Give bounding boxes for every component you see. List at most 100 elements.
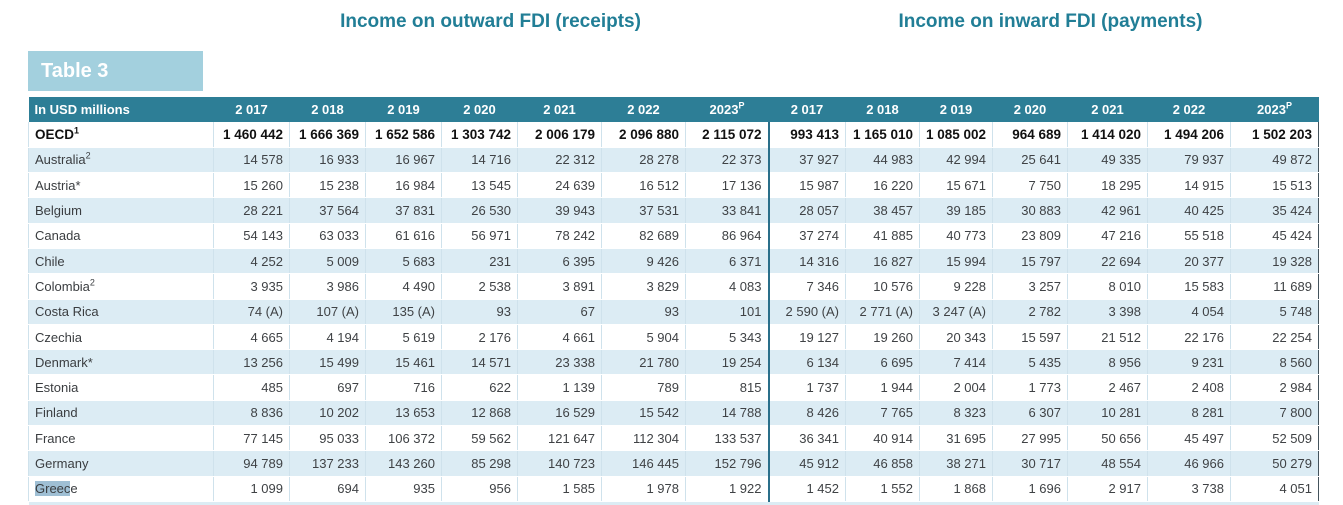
value-cell-outward[interactable]: 101	[685, 299, 769, 325]
value-cell-outward[interactable]: 789	[601, 374, 686, 401]
value-cell-inward[interactable]: 4 054	[1147, 299, 1231, 325]
value-cell-outward[interactable]: 93	[601, 299, 686, 325]
value-cell-outward[interactable]: 21 780	[601, 349, 686, 376]
value-cell-inward[interactable]: 3 257	[992, 273, 1068, 300]
value-cell-outward[interactable]: 137 233	[289, 450, 366, 477]
value-cell-inward[interactable]: 48 554	[1067, 450, 1148, 477]
value-cell-inward[interactable]: 35 424	[1230, 197, 1319, 224]
value-cell-inward[interactable]: 5 435	[992, 349, 1068, 376]
value-cell-outward[interactable]: 1 922	[685, 476, 769, 502]
value-cell-inward[interactable]: 21 512	[1067, 324, 1148, 351]
value-cell-outward[interactable]: 6 395	[517, 248, 602, 275]
value-cell-outward[interactable]: 16 984	[365, 172, 442, 199]
value-cell-inward[interactable]: 3 738	[1147, 476, 1231, 502]
value-cell-inward[interactable]: 2 408	[1147, 374, 1231, 401]
value-cell-inward[interactable]: 38 457	[845, 197, 920, 224]
value-cell-inward[interactable]: 30 883	[992, 197, 1068, 224]
value-cell-inward[interactable]: 23 809	[992, 223, 1068, 249]
value-cell-outward[interactable]: 121 647	[517, 425, 602, 452]
value-cell-inward[interactable]: 15 797	[992, 248, 1068, 275]
value-cell-outward[interactable]: 697	[289, 374, 366, 401]
row-label[interactable]: Czechia	[28, 324, 214, 351]
value-cell-outward[interactable]: 5 343	[685, 324, 769, 351]
row-label[interactable]: Australia2	[28, 147, 214, 174]
value-cell-inward[interactable]: 49 872	[1230, 147, 1319, 174]
value-cell-outward[interactable]: 1 460 442	[213, 122, 290, 148]
value-cell-inward[interactable]: 4 051	[1230, 476, 1319, 502]
value-cell-inward[interactable]: 31 695	[919, 425, 993, 452]
value-cell-inward[interactable]: 1 165 010	[845, 122, 920, 148]
value-cell-inward[interactable]: 2 984	[1230, 374, 1319, 401]
value-cell-outward[interactable]: 14 788	[685, 400, 769, 427]
value-cell-outward[interactable]: 15 260	[213, 172, 290, 199]
value-cell-outward[interactable]: 39 943	[517, 197, 602, 224]
value-cell-outward[interactable]: 5 619	[365, 324, 442, 351]
value-cell-outward[interactable]: 61 616	[365, 223, 442, 249]
value-cell-outward[interactable]: 935	[365, 476, 442, 502]
value-cell-outward[interactable]: 1 978	[601, 476, 686, 502]
value-cell-outward[interactable]: 54 143	[213, 223, 290, 249]
row-label[interactable]: Canada	[28, 223, 214, 249]
value-cell-outward[interactable]: 622	[441, 374, 518, 401]
value-cell-outward[interactable]: 15 499	[289, 349, 366, 376]
value-cell-outward[interactable]: 28 278	[601, 147, 686, 174]
value-cell-outward[interactable]: 3 829	[601, 273, 686, 300]
value-cell-inward[interactable]: 15 671	[919, 172, 993, 199]
value-cell-outward[interactable]: 2 096 880	[601, 122, 686, 148]
value-cell-outward[interactable]: 85 298	[441, 450, 518, 477]
value-cell-inward[interactable]: 8 426	[767, 400, 846, 427]
value-cell-outward[interactable]: 106 372	[365, 425, 442, 452]
value-cell-inward[interactable]: 19 328	[1230, 248, 1319, 275]
value-cell-outward[interactable]: 5 009	[289, 248, 366, 275]
value-cell-outward[interactable]: 5 683	[365, 248, 442, 275]
value-cell-inward[interactable]: 2 771 (A)	[845, 299, 920, 325]
value-cell-outward[interactable]: 82 689	[601, 223, 686, 249]
value-cell-outward[interactable]: 13 653	[365, 400, 442, 427]
value-cell-inward[interactable]: 14 915	[1147, 172, 1231, 199]
value-cell-inward[interactable]: 79 937	[1147, 147, 1231, 174]
value-cell-outward[interactable]: 2 176	[441, 324, 518, 351]
value-cell-outward[interactable]: 6 371	[685, 248, 769, 275]
value-cell-outward[interactable]: 143 260	[365, 450, 442, 477]
value-cell-inward[interactable]: 22 176	[1147, 324, 1231, 351]
value-cell-outward[interactable]: 14 716	[441, 147, 518, 174]
value-cell-outward[interactable]: 112 304	[601, 425, 686, 452]
value-cell-inward[interactable]: 10 281	[1067, 400, 1148, 427]
value-cell-inward[interactable]: 5 748	[1230, 299, 1319, 325]
value-cell-inward[interactable]: 37 927	[767, 147, 846, 174]
value-cell-inward[interactable]: 6 134	[767, 349, 846, 376]
value-cell-outward[interactable]: 1 585	[517, 476, 602, 502]
value-cell-outward[interactable]: 24 639	[517, 172, 602, 199]
value-cell-inward[interactable]: 7 750	[992, 172, 1068, 199]
value-cell-inward[interactable]: 1 868	[919, 476, 993, 502]
row-label[interactable]: Colombia2	[28, 273, 214, 300]
value-cell-inward[interactable]: 1 944	[845, 374, 920, 401]
value-cell-inward[interactable]: 40 773	[919, 223, 993, 249]
value-cell-inward[interactable]: 11 689	[1230, 273, 1319, 300]
row-label[interactable]: France	[28, 425, 214, 452]
row-label[interactable]: Denmark*	[28, 349, 214, 376]
value-cell-outward[interactable]: 15 542	[601, 400, 686, 427]
value-cell-inward[interactable]: 15 987	[767, 172, 846, 199]
value-cell-outward[interactable]: 135 (A)	[365, 299, 442, 325]
value-cell-outward[interactable]: 107 (A)	[289, 299, 366, 325]
value-cell-inward[interactable]: 2 004	[919, 374, 993, 401]
value-cell-inward[interactable]: 15 583	[1147, 273, 1231, 300]
value-cell-inward[interactable]: 49 335	[1067, 147, 1148, 174]
value-cell-inward[interactable]: 8 560	[1230, 349, 1319, 376]
value-cell-inward[interactable]: 8 323	[919, 400, 993, 427]
value-cell-outward[interactable]: 74 (A)	[213, 299, 290, 325]
value-cell-inward[interactable]: 7 765	[845, 400, 920, 427]
row-label[interactable]: Austria*	[28, 172, 214, 199]
value-cell-inward[interactable]: 1 085 002	[919, 122, 993, 148]
value-cell-outward[interactable]: 37 831	[365, 197, 442, 224]
value-cell-outward[interactable]: 146 445	[601, 450, 686, 477]
value-cell-outward[interactable]: 13 256	[213, 349, 290, 376]
value-cell-inward[interactable]: 1 552	[845, 476, 920, 502]
value-cell-inward[interactable]: 15 994	[919, 248, 993, 275]
value-cell-inward[interactable]: 3 247 (A)	[919, 299, 993, 325]
value-cell-inward[interactable]: 39 185	[919, 197, 993, 224]
value-cell-outward[interactable]: 94 789	[213, 450, 290, 477]
value-cell-outward[interactable]: 8 836	[213, 400, 290, 427]
value-cell-outward[interactable]: 78 242	[517, 223, 602, 249]
